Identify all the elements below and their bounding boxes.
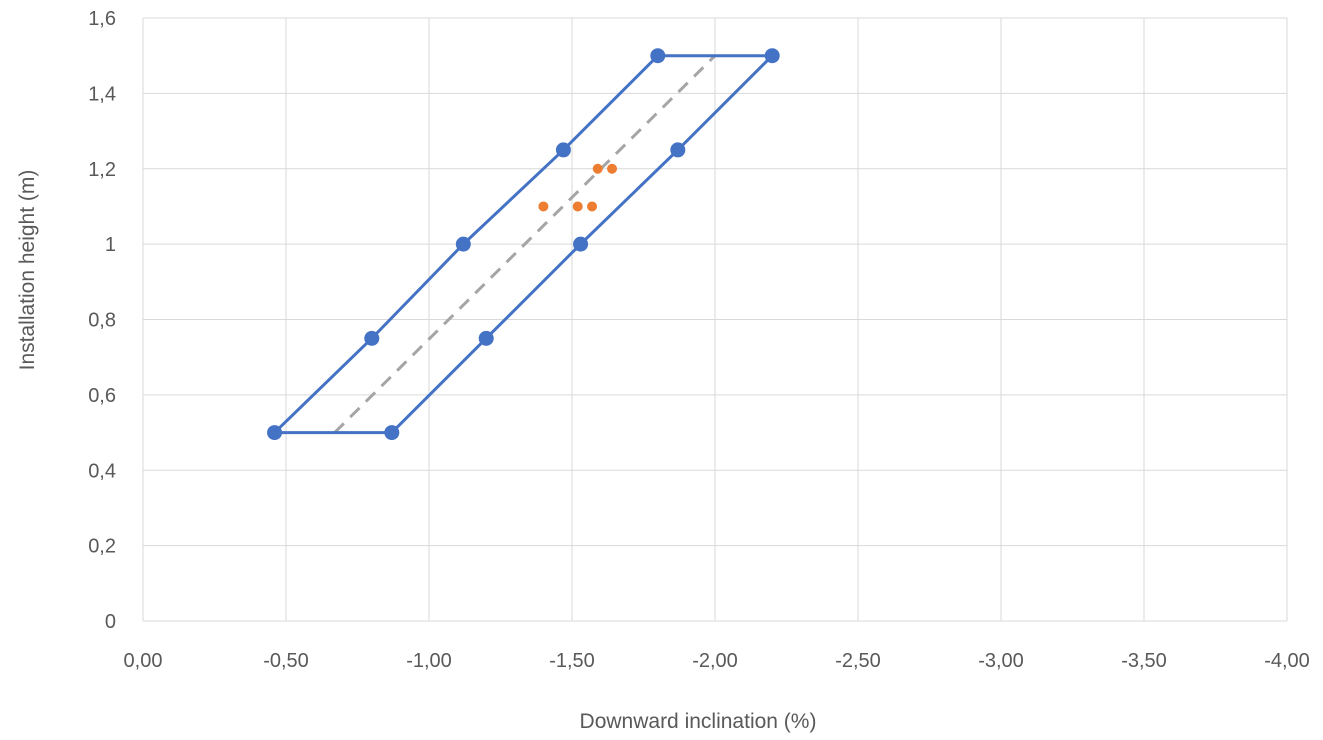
boundary-point (455, 236, 471, 252)
boundary-point (573, 236, 589, 252)
y-tick-label: 1,2 (88, 159, 116, 181)
boundary-point (267, 425, 283, 441)
boundary-point (670, 142, 686, 158)
y-tick-label: 0,8 (88, 310, 116, 332)
x-tick-label: -1,50 (549, 650, 595, 672)
x-tick-label: -2,00 (692, 650, 738, 672)
centerline (333, 54, 717, 434)
x-tick-label: -4,00 (1264, 650, 1310, 672)
boundary-point (478, 330, 494, 346)
series-markers (538, 163, 618, 212)
boundary-point (650, 48, 666, 64)
grid (142, 17, 1288, 622)
boundary-point (364, 330, 380, 346)
boundary-point (764, 48, 780, 64)
series-line-markers (267, 48, 780, 441)
y-tick-label: 0,6 (88, 385, 116, 407)
x-tick-label: -1,00 (406, 650, 452, 672)
x-tick-label: 0,00 (124, 650, 163, 672)
boundary-point (384, 425, 400, 441)
x-axis-ticks: 0,00 -0,50 -1,00 -1,50 -2,00 -2,50 -3,00 -3,50 -… (124, 650, 1310, 672)
x-tick-label: -0,50 (263, 650, 309, 672)
y-axis-ticks: 0 0,2 0,4 0,6 0,8 1 1,2 1,4 1,6 (88, 8, 116, 633)
x-tick-label: -3,50 (1121, 650, 1167, 672)
x-axis-title: Downward inclination (%) (580, 710, 817, 733)
x-tick-label: -3,00 (978, 650, 1024, 672)
y-axis-title: Installation height (m) (16, 170, 39, 371)
y-tick-label: 1 (105, 234, 116, 256)
measured-point (592, 163, 603, 174)
measured-point (587, 201, 598, 212)
measured-point (607, 163, 618, 174)
measured-point (538, 201, 549, 212)
measured-point (572, 201, 583, 212)
x-tick-label: -2,50 (835, 650, 881, 672)
y-tick-label: 0,2 (88, 536, 116, 558)
y-tick-label: 0,4 (88, 460, 116, 482)
y-tick-label: 1,6 (88, 8, 116, 30)
y-tick-label: 0 (105, 611, 116, 633)
series-group (267, 48, 780, 441)
boundary-point (555, 142, 571, 158)
y-tick-label: 1,4 (88, 83, 116, 105)
series-dashed-line (333, 54, 717, 434)
